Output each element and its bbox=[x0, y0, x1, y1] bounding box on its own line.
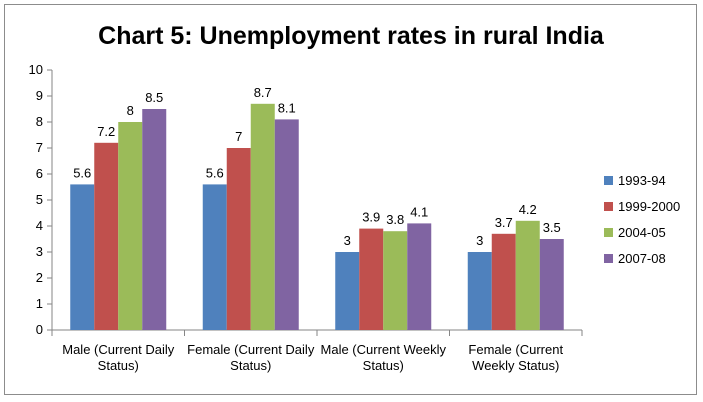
bar bbox=[491, 233, 516, 330]
bar bbox=[515, 220, 540, 330]
legend-swatch bbox=[604, 202, 613, 211]
bar bbox=[539, 239, 564, 330]
data-label: 3.9 bbox=[362, 210, 380, 225]
x-category-label: Status) bbox=[98, 358, 139, 373]
bar bbox=[70, 184, 95, 330]
data-label: 7 bbox=[235, 129, 242, 144]
legend-label: 2004-05 bbox=[618, 225, 666, 240]
y-tick-label: 5 bbox=[36, 192, 43, 207]
legend-label: 2007-08 bbox=[618, 251, 666, 266]
legend-swatch bbox=[604, 254, 613, 263]
data-label: 3 bbox=[476, 233, 483, 248]
y-tick-label: 0 bbox=[36, 322, 43, 337]
bar bbox=[359, 228, 384, 330]
y-tick-label: 6 bbox=[36, 166, 43, 181]
chart-title: Chart 5: Unemployment rates in rural Ind… bbox=[98, 22, 605, 50]
data-label: 8.1 bbox=[278, 100, 296, 115]
bar bbox=[335, 252, 360, 330]
y-tick-label: 2 bbox=[36, 270, 43, 285]
plot-area: 0 1 2 3 4 5 6 7 8 9 10 5.6 7.2 8 8.5 Male (Current Dail… bbox=[29, 62, 583, 373]
bar bbox=[467, 252, 492, 330]
y-tick-label: 10 bbox=[29, 62, 43, 77]
x-category-label: Male (Current Weekly bbox=[321, 342, 447, 357]
bar bbox=[407, 223, 432, 330]
data-label: 8.5 bbox=[145, 90, 163, 105]
bar bbox=[202, 184, 227, 330]
data-label: 3 bbox=[344, 233, 351, 248]
bar bbox=[274, 119, 299, 331]
data-label: 4.2 bbox=[519, 202, 537, 217]
bar bbox=[250, 103, 275, 330]
data-label: 5.6 bbox=[73, 165, 91, 180]
x-category-label: Status) bbox=[363, 358, 404, 373]
legend-swatch bbox=[604, 228, 613, 237]
data-label: 3.5 bbox=[543, 220, 561, 235]
y-tick-label: 7 bbox=[36, 140, 43, 155]
legend: 1993-94 1999-2000 2004-05 2007-08 bbox=[604, 173, 680, 266]
bar bbox=[118, 122, 143, 330]
legend-swatch bbox=[604, 176, 613, 185]
data-label: 4.1 bbox=[410, 204, 428, 219]
legend-label: 1993-94 bbox=[618, 173, 666, 188]
bar bbox=[142, 109, 167, 330]
data-label: 7.2 bbox=[97, 124, 115, 139]
legend-label: 1999-2000 bbox=[618, 199, 680, 214]
data-label: 8.7 bbox=[254, 85, 272, 100]
bar bbox=[383, 231, 408, 330]
y-tick-label: 1 bbox=[36, 296, 43, 311]
y-tick-label: 9 bbox=[36, 88, 43, 103]
x-category-label: Male (Current Daily bbox=[62, 342, 174, 357]
x-category-label: Weekly Status) bbox=[472, 358, 559, 373]
bar bbox=[94, 142, 119, 330]
data-label: 3.8 bbox=[386, 212, 404, 227]
data-label: 8 bbox=[127, 103, 134, 118]
data-label: 3.7 bbox=[495, 215, 513, 230]
data-label: 5.6 bbox=[206, 165, 224, 180]
bar bbox=[226, 148, 251, 330]
y-tick-label: 3 bbox=[36, 244, 43, 259]
y-tick-label: 8 bbox=[36, 114, 43, 129]
x-category-label: Status) bbox=[230, 358, 271, 373]
y-tick-label: 4 bbox=[36, 218, 43, 233]
x-category-label: Female (Current Daily bbox=[187, 342, 315, 357]
x-category-label: Female (Current bbox=[468, 342, 563, 357]
